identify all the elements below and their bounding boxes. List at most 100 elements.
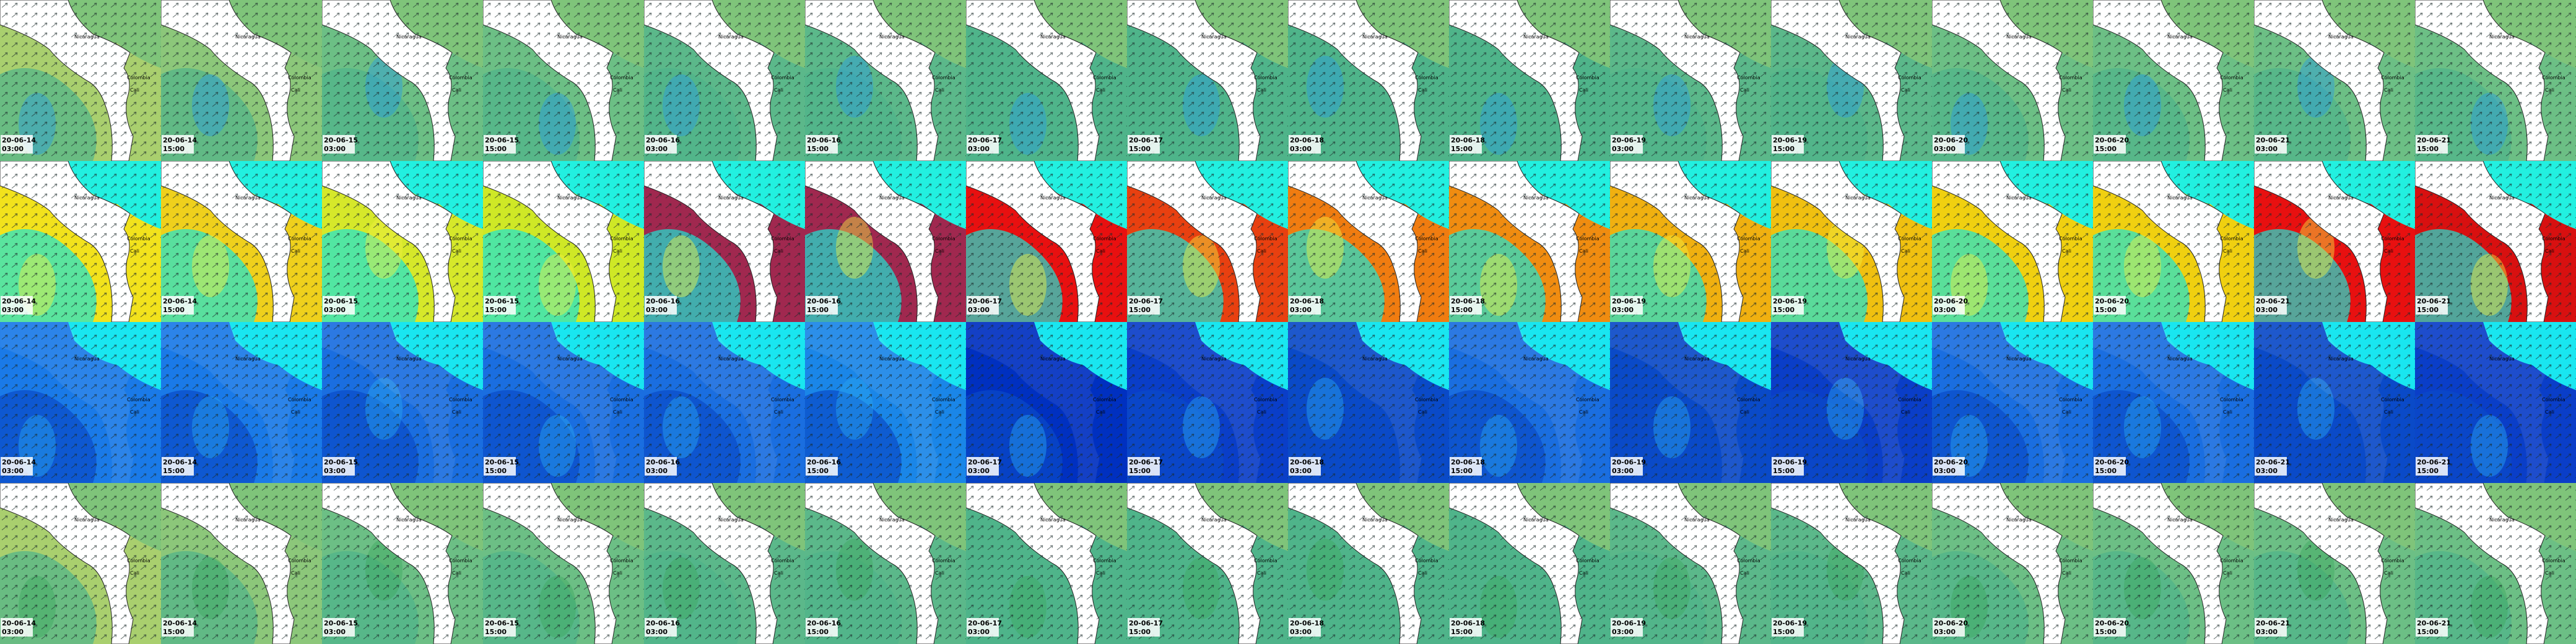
frame-date: 20-06-18 — [1451, 297, 1485, 305]
place-label: Cali — [1096, 409, 1105, 415]
place-label: Cali — [2384, 409, 2393, 415]
frame-date: 20-06-16 — [646, 458, 680, 466]
place-label: Nicaragua — [1201, 517, 1227, 523]
frame-time: 03:00 — [2256, 145, 2278, 153]
time-box — [1611, 296, 1643, 315]
frame-date: 20-06-19 — [1773, 458, 1807, 466]
place-label: Colombia — [449, 397, 472, 402]
wind-arrows — [161, 161, 322, 322]
place-label: Cali — [130, 87, 139, 93]
place-label: Nicaragua — [1684, 356, 1710, 362]
place-label: Nicaragua — [74, 195, 100, 201]
frame-time: 03:00 — [646, 467, 668, 475]
time-box — [1, 135, 33, 154]
time-box — [1450, 618, 1482, 637]
place-label: Nicaragua — [2167, 195, 2193, 201]
place-label: Nicaragua — [879, 34, 905, 40]
wind-arrows — [483, 322, 644, 483]
frame-date: 20-06-19 — [1773, 619, 1807, 627]
frame-time: 15:00 — [163, 467, 185, 475]
time-box — [1128, 457, 1160, 476]
frame-time: 03:00 — [1612, 628, 1634, 636]
wind-arrows — [1610, 483, 1771, 644]
frame-time: 03:00 — [1934, 306, 1956, 314]
wind-arrows — [2415, 0, 2576, 161]
time-box — [645, 618, 677, 637]
place-label: Colombia — [288, 236, 311, 242]
place-label: Nicaragua — [718, 517, 744, 523]
place-label: Colombia — [2059, 236, 2082, 242]
frame-time: 03:00 — [324, 467, 346, 475]
place-label: Colombia — [1898, 558, 1921, 564]
wind-arrows — [1771, 0, 1932, 161]
place-label: Colombia — [610, 75, 633, 80]
time-box — [645, 135, 677, 154]
frame-time: 15:00 — [1451, 306, 1473, 314]
place-label: Colombia — [2059, 75, 2082, 80]
frame-time: 15:00 — [1451, 628, 1473, 636]
frame-date: 20-06-21 — [2256, 458, 2290, 466]
frame-date: 20-06-15 — [485, 619, 519, 627]
place-label: Colombia — [2059, 397, 2082, 402]
place-label: Colombia — [2220, 558, 2243, 564]
time-box — [1611, 618, 1643, 637]
frame-time: 03:00 — [968, 628, 990, 636]
place-label: Nicaragua — [718, 34, 744, 40]
place-label: Nicaragua — [2006, 517, 2032, 523]
frame-date: 20-06-16 — [807, 297, 841, 305]
place-label: Nicaragua — [396, 356, 422, 362]
place-label: Cali — [452, 409, 461, 415]
frame-time: 15:00 — [1129, 628, 1151, 636]
wind-arrows — [1610, 0, 1771, 161]
time-box — [1, 296, 33, 315]
place-label: Cali — [935, 409, 944, 415]
frame-time: 15:00 — [2095, 467, 2117, 475]
time-box — [1611, 135, 1643, 154]
place-label: Cali — [291, 409, 300, 415]
frame-date: 20-06-20 — [2095, 619, 2129, 627]
place-label: Cali — [2223, 248, 2232, 254]
time-box — [967, 618, 999, 637]
place-label: Colombia — [1415, 558, 1438, 564]
place-label: Colombia — [932, 397, 955, 402]
place-label: Nicaragua — [557, 195, 583, 201]
frame-date: 20-06-19 — [1612, 619, 1646, 627]
frame-time: 03:00 — [1290, 145, 1312, 153]
frame-time: 03:00 — [1934, 145, 1956, 153]
frame-time: 03:00 — [2256, 306, 2278, 314]
place-label: Cali — [452, 570, 461, 576]
time-box — [2255, 296, 2287, 315]
place-label: Nicaragua — [557, 34, 583, 40]
frame-time: 03:00 — [968, 306, 990, 314]
frame-date: 20-06-15 — [324, 619, 358, 627]
place-label: Cali — [1740, 87, 1749, 93]
place-label: Colombia — [610, 236, 633, 242]
frame-time: 03:00 — [2256, 467, 2278, 475]
time-box — [2255, 457, 2287, 476]
frame-date: 20-06-15 — [324, 297, 358, 305]
wind-arrows — [644, 322, 805, 483]
place-label: Cali — [2223, 87, 2232, 93]
place-label: Cali — [613, 570, 622, 576]
time-box — [2094, 457, 2126, 476]
frame-time: 15:00 — [1773, 306, 1795, 314]
place-label: Cali — [2545, 570, 2554, 576]
place-label: Colombia — [1576, 397, 1599, 402]
wind-arrows — [1127, 483, 1288, 644]
